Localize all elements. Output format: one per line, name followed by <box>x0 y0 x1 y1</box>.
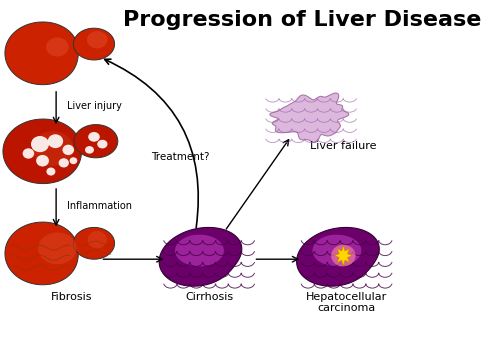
Polygon shape <box>38 232 76 264</box>
Ellipse shape <box>331 245 355 266</box>
Ellipse shape <box>46 168 56 176</box>
Polygon shape <box>87 31 108 49</box>
Text: Liver injury: Liver injury <box>67 101 122 111</box>
Polygon shape <box>46 37 68 56</box>
Text: Treatment?: Treatment? <box>152 152 210 162</box>
Ellipse shape <box>22 148 34 159</box>
Polygon shape <box>3 119 82 184</box>
Ellipse shape <box>31 136 49 152</box>
Polygon shape <box>296 227 380 286</box>
Polygon shape <box>74 227 114 259</box>
Text: Progression of Liver Disease: Progression of Liver Disease <box>123 10 482 30</box>
Ellipse shape <box>58 158 69 168</box>
Ellipse shape <box>97 140 108 148</box>
Ellipse shape <box>48 134 63 148</box>
Ellipse shape <box>85 146 94 153</box>
Polygon shape <box>5 22 78 85</box>
Ellipse shape <box>70 157 78 164</box>
Polygon shape <box>74 125 118 158</box>
Polygon shape <box>175 235 224 266</box>
Ellipse shape <box>88 132 100 142</box>
Polygon shape <box>270 93 349 143</box>
Text: Inflammation: Inflammation <box>67 201 132 211</box>
Polygon shape <box>159 227 242 286</box>
Text: Liver failure: Liver failure <box>310 141 376 151</box>
Text: Hepatocellular
carcinoma: Hepatocellular carcinoma <box>306 291 387 313</box>
Polygon shape <box>32 131 74 166</box>
Ellipse shape <box>36 155 49 167</box>
Polygon shape <box>74 28 114 60</box>
Text: Cirrhosis: Cirrhosis <box>185 291 233 302</box>
Polygon shape <box>88 231 107 248</box>
Polygon shape <box>334 245 352 266</box>
Ellipse shape <box>62 145 74 155</box>
Text: Fibrosis: Fibrosis <box>51 291 92 302</box>
Polygon shape <box>312 235 362 266</box>
Polygon shape <box>5 222 78 285</box>
